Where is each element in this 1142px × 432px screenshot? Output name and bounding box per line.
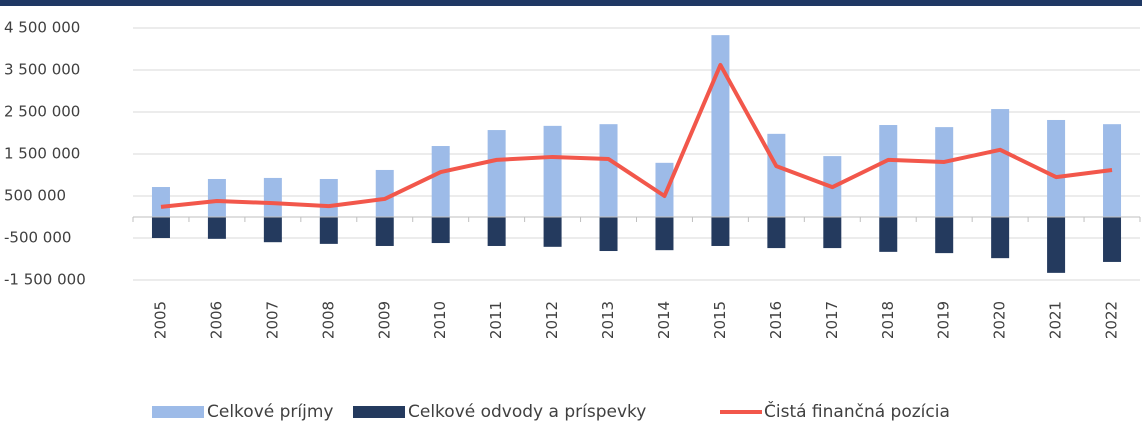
x-tick-label: 2008 bbox=[319, 301, 337, 339]
bar bbox=[375, 217, 394, 246]
bar bbox=[207, 178, 226, 217]
legend-label: Čistá finančná pozícia bbox=[764, 400, 950, 422]
x-tick-label: 2021 bbox=[1047, 301, 1065, 339]
bar bbox=[151, 187, 170, 217]
bar bbox=[935, 217, 954, 254]
bar bbox=[599, 124, 618, 217]
x-tick-label: 2006 bbox=[207, 301, 225, 339]
x-tick-label: 2007 bbox=[263, 301, 281, 339]
x-tick-label: 2017 bbox=[823, 301, 841, 339]
legend-label: Celkové odvody a príspevky bbox=[408, 402, 646, 422]
header-strip bbox=[0, 0, 1142, 6]
x-tick-label: 2018 bbox=[879, 301, 897, 339]
bar bbox=[487, 217, 506, 246]
bar bbox=[319, 217, 338, 244]
x-tick-label: 2005 bbox=[151, 301, 169, 339]
x-tick-label: 2010 bbox=[431, 301, 449, 339]
legend-swatch bbox=[353, 406, 405, 418]
bar bbox=[823, 217, 842, 249]
x-tick-label: 2011 bbox=[487, 301, 505, 339]
y-tick-label: -500 000 bbox=[4, 229, 71, 247]
bar bbox=[319, 178, 338, 217]
legend-swatch bbox=[152, 406, 204, 418]
x-tick-label: 2015 bbox=[711, 301, 729, 339]
bar bbox=[935, 127, 954, 217]
bar bbox=[767, 133, 786, 217]
bar bbox=[1103, 217, 1122, 262]
bar bbox=[543, 125, 562, 217]
bar bbox=[263, 217, 282, 243]
bar bbox=[767, 217, 786, 249]
x-tick-label: 2016 bbox=[767, 301, 785, 339]
y-tick-label: 3 500 000 bbox=[4, 61, 80, 79]
x-tick-label: 2014 bbox=[655, 301, 673, 339]
bar bbox=[655, 217, 674, 251]
x-tick-label: 2013 bbox=[599, 301, 617, 339]
x-tick-label: 2019 bbox=[935, 301, 953, 339]
bar bbox=[431, 217, 450, 244]
y-tick-label: 500 000 bbox=[4, 187, 66, 205]
bar bbox=[711, 217, 730, 246]
bar bbox=[431, 146, 450, 217]
bar bbox=[879, 125, 898, 217]
bar bbox=[375, 169, 394, 217]
line bbox=[160, 62, 1113, 209]
bar bbox=[487, 130, 506, 217]
bar bbox=[991, 217, 1010, 259]
x-tick-label: 2022 bbox=[1103, 301, 1121, 339]
bar bbox=[1047, 119, 1066, 217]
bar bbox=[263, 177, 282, 217]
legend-label: Celkové príjmy bbox=[207, 402, 333, 422]
bar bbox=[543, 217, 562, 247]
bar bbox=[599, 217, 618, 252]
bar bbox=[151, 217, 170, 238]
y-tick-label: -1 500 000 bbox=[4, 271, 86, 289]
bar bbox=[879, 217, 898, 252]
x-tick-label: 2020 bbox=[991, 301, 1009, 339]
x-tick-label: 2012 bbox=[543, 301, 561, 339]
bar bbox=[655, 162, 674, 217]
bar bbox=[711, 35, 730, 217]
bar bbox=[207, 217, 226, 239]
y-tick-label: 1 500 000 bbox=[4, 145, 80, 163]
y-tick-label: 2 500 000 bbox=[4, 103, 80, 121]
bar bbox=[991, 109, 1010, 217]
x-tick-label: 2009 bbox=[375, 301, 393, 339]
y-tick-label: 4 500 000 bbox=[4, 19, 80, 37]
bar bbox=[1047, 217, 1066, 273]
